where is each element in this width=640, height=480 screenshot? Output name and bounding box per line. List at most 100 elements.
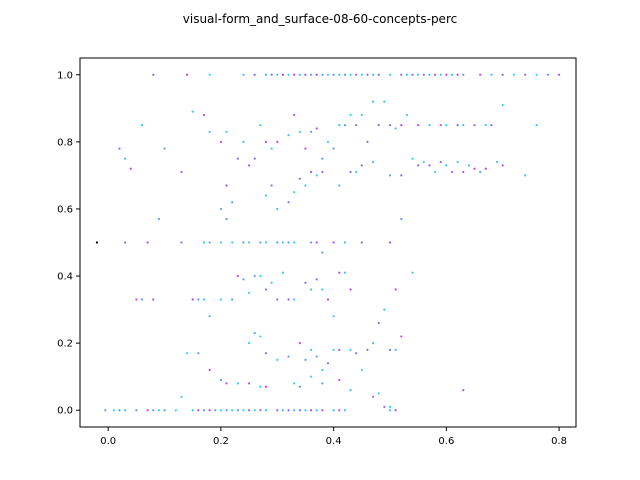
scatter-point [259, 274, 262, 278]
scatter-point [473, 167, 476, 170]
scatter-point [225, 130, 228, 133]
scatter-point [315, 409, 318, 412]
scatter-point [394, 348, 397, 351]
scatter-point [377, 392, 380, 395]
scatter-point [191, 298, 194, 301]
scatter-point [135, 409, 138, 412]
scatter-point [264, 140, 268, 143]
scatter-point [417, 164, 420, 167]
scatter-point [259, 335, 262, 338]
scatter-point [388, 241, 392, 244]
scatter-point [433, 170, 437, 174]
scatter-point [400, 174, 403, 177]
scatter-point [473, 123, 476, 127]
scatter-point [208, 315, 211, 318]
scatter-point [462, 73, 465, 76]
scatter-point [349, 170, 352, 174]
scatter-point [315, 73, 318, 76]
scatter-point [247, 409, 251, 412]
scatter-point [383, 100, 386, 103]
scatter-point [400, 217, 403, 221]
scatter-point [355, 123, 358, 127]
scatter-point [180, 395, 183, 398]
scatter-point [400, 123, 403, 127]
scatter-point [377, 73, 380, 76]
scatter-point [180, 241, 183, 244]
x-tick-label: 0.6 [438, 436, 454, 447]
scatter-point [270, 73, 273, 76]
scatter-point [163, 147, 166, 150]
scatter-point [405, 73, 409, 76]
y-tick-label: 1.0 [57, 70, 73, 81]
scatter-point [247, 382, 251, 385]
scatter-point [231, 201, 234, 204]
x-tick-label: 0.0 [100, 436, 116, 447]
scatter-point [557, 73, 561, 76]
scatter-point [512, 73, 516, 76]
scatter-point [214, 409, 217, 412]
scatter-point [422, 160, 425, 164]
scatter-point [287, 355, 290, 358]
scatter-point [259, 409, 262, 412]
scatter-point [264, 288, 268, 291]
scatter-point [208, 73, 211, 76]
scatter-point [360, 368, 363, 372]
scatter-point [242, 409, 245, 412]
scatter-point [439, 123, 442, 127]
scatter-point [411, 73, 414, 76]
scatter-point [236, 157, 239, 160]
scatter-point [304, 147, 307, 150]
scatter-point [315, 278, 318, 281]
scatter-point [343, 123, 347, 127]
scatter-point [276, 140, 279, 143]
scatter-point [287, 241, 290, 244]
scatter-point [360, 113, 363, 117]
scatter-point [405, 113, 409, 117]
scatter-point [501, 73, 504, 76]
scatter-point [343, 241, 347, 244]
scatter-point [388, 409, 392, 412]
scatter-point [293, 73, 296, 76]
scatter-point [309, 130, 313, 133]
scatter-point [287, 409, 290, 412]
scatter-point [417, 73, 420, 76]
scatter-point [293, 191, 296, 194]
scatter-point [349, 348, 352, 351]
scatter-point [253, 331, 256, 335]
scatter-point [293, 298, 296, 301]
scatter-point [422, 73, 425, 76]
scatter-point [123, 157, 127, 160]
scatter-point [157, 217, 161, 221]
scatter-point [264, 409, 268, 412]
scatter-point [332, 348, 335, 351]
scatter-point [439, 73, 442, 76]
scatter-point [490, 73, 493, 76]
x-axis: 0.0 0.2 0.4 0.6 0.8 [100, 427, 567, 447]
scatter-point [343, 409, 347, 412]
scatter-point [366, 348, 369, 351]
scatter-point [236, 382, 239, 385]
x-tick-label: 0.8 [551, 436, 567, 447]
scatter-point [276, 241, 279, 244]
scatter-point [247, 241, 251, 244]
scatter-point [321, 288, 324, 291]
scatter-point [185, 73, 189, 76]
scatter-point [123, 409, 127, 412]
scatter-point [338, 409, 341, 412]
scatter-point [428, 123, 431, 127]
scatter-point [321, 382, 324, 385]
scatter-point [259, 123, 262, 127]
scatter-point [264, 73, 268, 76]
scatter-point [298, 130, 301, 133]
scatter-point [293, 113, 296, 117]
scatter-point [219, 378, 223, 382]
scatter-point [202, 113, 206, 117]
scatter-point [191, 110, 194, 113]
scatter-point [360, 73, 363, 76]
scatter-point [371, 73, 375, 76]
scatter-point [208, 130, 211, 133]
scatter-point [309, 288, 313, 291]
scatter-point [321, 157, 324, 160]
scatter-point [332, 73, 335, 76]
scatter-point [433, 73, 437, 76]
